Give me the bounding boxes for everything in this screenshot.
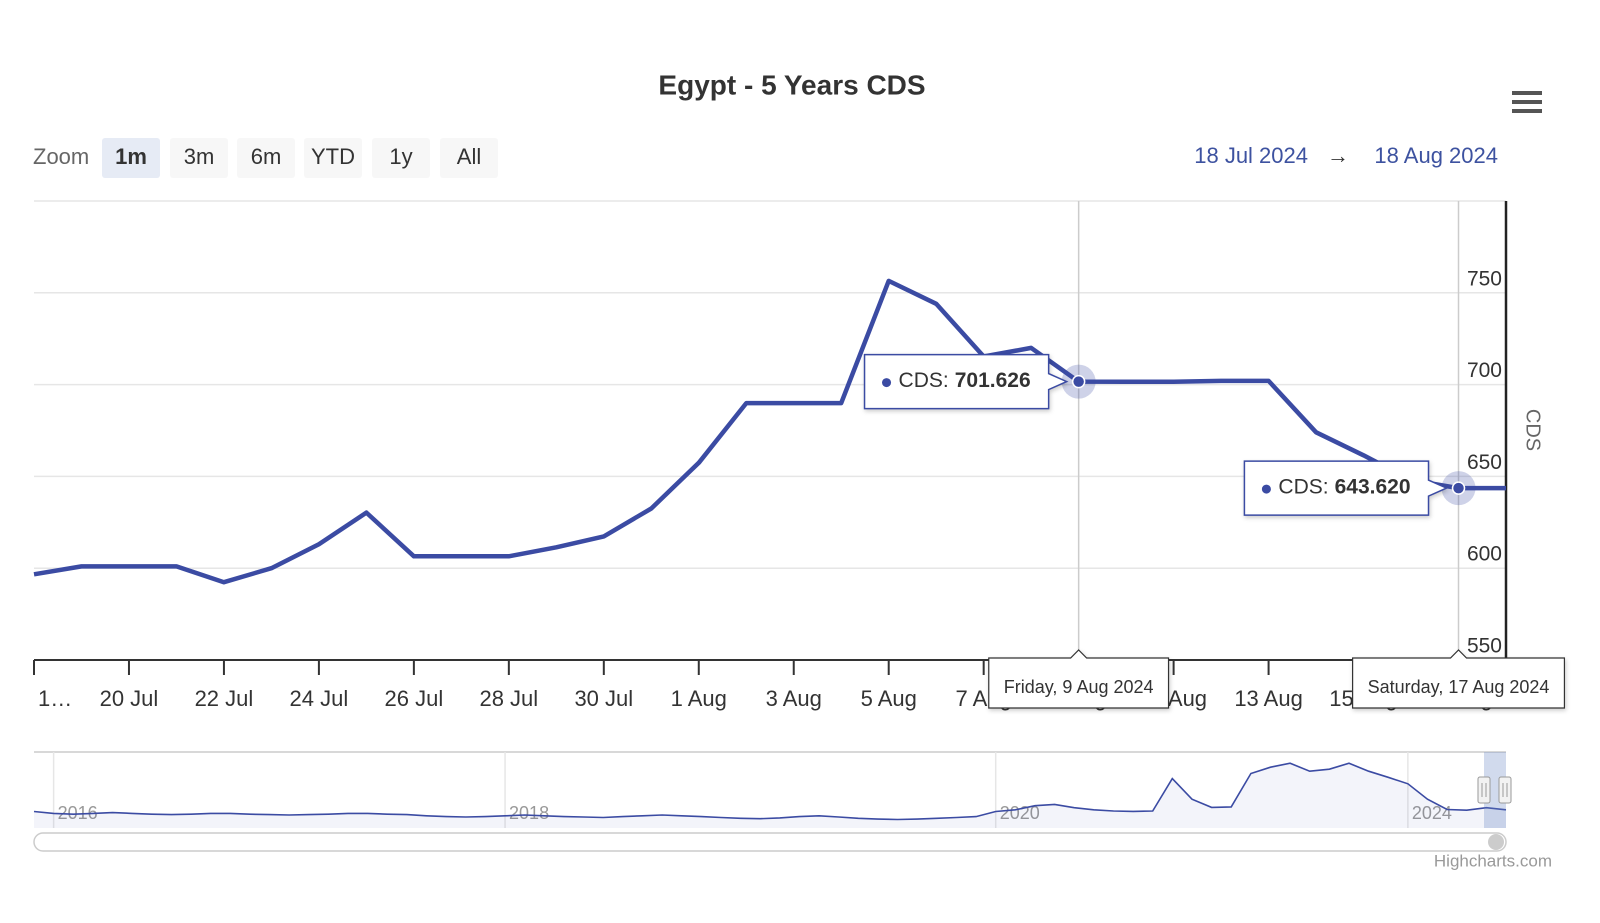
menu-bar — [1512, 109, 1542, 113]
navigator-line — [33, 762, 1507, 821]
x-tick-label: 26 Jul — [385, 686, 444, 711]
x-tick-label: 24 Jul — [290, 686, 349, 711]
x-tick-label: 1 Aug — [671, 686, 727, 711]
zoom-button[interactable] — [304, 138, 362, 178]
menu-button[interactable] — [1510, 89, 1543, 115]
navigator-handle[interactable] — [1477, 776, 1491, 804]
zoom-button[interactable] — [170, 138, 228, 178]
x-tick-label: 3 Aug — [766, 686, 822, 711]
zoom-button[interactable] — [102, 138, 160, 178]
menu-bar — [1512, 91, 1542, 95]
tooltip-header: Friday, 9 Aug 2024 — [1004, 677, 1154, 697]
zoom-button-label[interactable]: 1m — [115, 144, 147, 169]
zoom-button-label[interactable]: 1y — [389, 144, 412, 169]
navigator-mask — [1484, 752, 1506, 828]
zoom-button-label[interactable]: All — [457, 144, 481, 169]
range-to[interactable]: 18 Aug 2024 — [1374, 143, 1498, 168]
zoom-button-label[interactable]: YTD — [311, 144, 355, 169]
point-marker — [1071, 374, 1086, 389]
tooltip-label: CDS: — [899, 369, 949, 392]
tooltip-box — [1243, 460, 1449, 516]
tooltip-header: Saturday, 17 Aug 2024 — [1368, 677, 1550, 697]
x-tick-label: 22 Jul — [195, 686, 254, 711]
point-marker — [1451, 481, 1466, 495]
y-tick-label: 700 — [1467, 359, 1502, 382]
navigator-handle[interactable] — [1498, 776, 1512, 804]
zoom-button-label[interactable]: 3m — [184, 144, 215, 169]
x-tick-label: 20 Jul — [100, 686, 159, 711]
x-tick-label: 13 Aug — [1234, 686, 1303, 711]
navigator-tick-label: 2016 — [58, 803, 98, 823]
zoom-button[interactable] — [372, 138, 430, 178]
navigator-tick-label: 2024 — [1412, 803, 1452, 823]
tooltip-box — [1352, 649, 1566, 709]
tooltip-value: 701.626 — [955, 369, 1031, 392]
menu-bar — [1512, 100, 1542, 104]
tooltip-bullet — [1261, 484, 1271, 494]
value-tooltip: CDS: 701.626 — [863, 353, 1069, 410]
zoom-button[interactable] — [237, 138, 295, 178]
chart-title: Egypt - 5 Years CDS — [658, 69, 925, 100]
range-from[interactable]: 18 Jul 2024 — [1194, 143, 1308, 168]
x-tick-label: 28 Jul — [479, 686, 538, 711]
y-tick-label: 750 — [1467, 267, 1502, 290]
navigator-tick-label: 2020 — [1000, 803, 1040, 823]
tooltip-bullet — [882, 378, 892, 388]
zoom-button[interactable] — [440, 138, 498, 178]
navigator-tick-label: 2018 — [509, 803, 549, 823]
scrollbar-thumb[interactable] — [1488, 834, 1504, 850]
tooltip-box — [863, 353, 1069, 410]
series-line — [33, 278, 1506, 585]
x-tick-label: 5 Aug — [861, 686, 917, 711]
zoom-label: Zoom — [33, 144, 89, 169]
date-tooltip: Saturday, 17 Aug 2024 — [1352, 649, 1566, 709]
y-axis-title: CDS — [1522, 409, 1544, 451]
value-tooltip: CDS: 643.620 — [1243, 460, 1449, 516]
y-tick-label: 650 — [1467, 451, 1502, 474]
zoom-button-label[interactable]: 6m — [251, 144, 282, 169]
tooltip-label: CDS: — [1278, 476, 1328, 499]
x-tick-label: 1… — [38, 686, 72, 711]
date-tooltip: Friday, 9 Aug 2024 — [988, 649, 1170, 709]
range-separator: → — [1327, 143, 1349, 168]
credits[interactable]: Highcharts.com — [1434, 851, 1552, 870]
tooltip-value: 643.620 — [1335, 476, 1411, 499]
y-tick-label: 600 — [1467, 543, 1502, 566]
scrollbar-track[interactable] — [33, 832, 1507, 852]
x-tick-label: 30 Jul — [574, 686, 633, 711]
tooltip-box — [988, 649, 1170, 709]
y-tick-label: 550 — [1467, 635, 1502, 658]
